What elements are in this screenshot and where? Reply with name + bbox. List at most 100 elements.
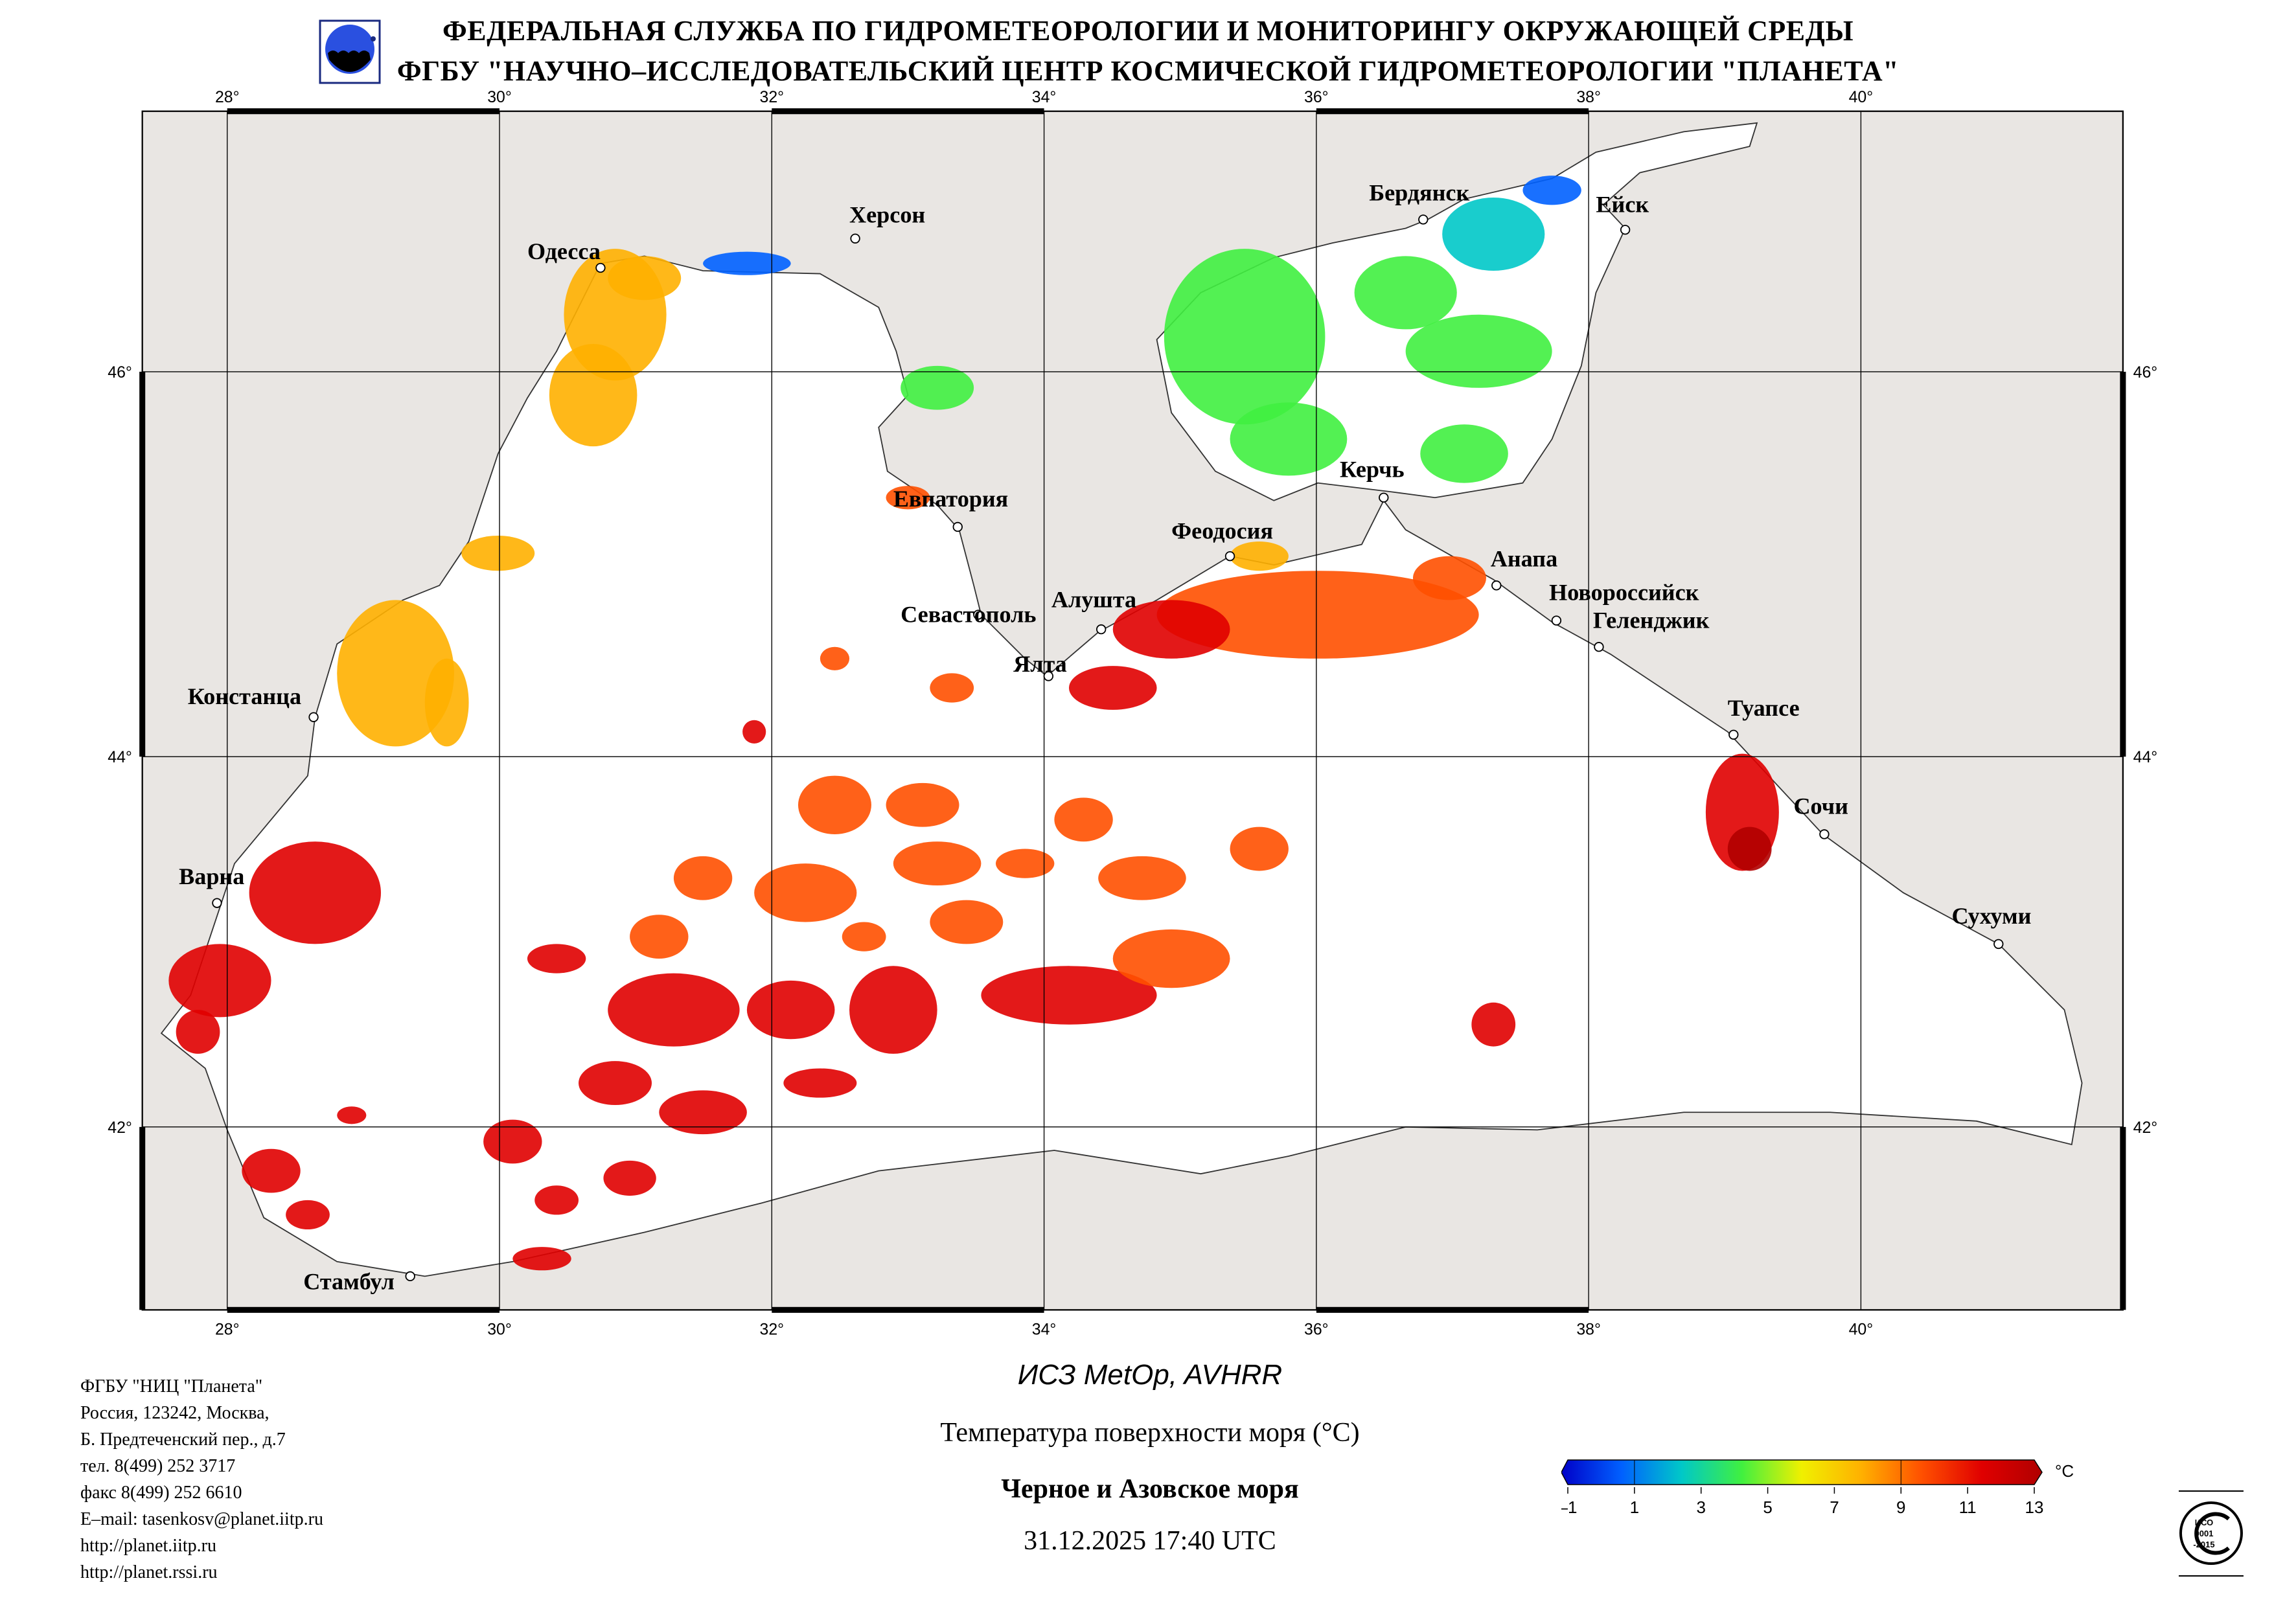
sst-patch	[901, 365, 974, 410]
address-line: Б. Предтеченский пер., д.7	[80, 1430, 286, 1450]
sst-patch	[1727, 826, 1772, 871]
sst-patch	[746, 980, 835, 1040]
colorbar-tick-label: 7	[1830, 1498, 1839, 1517]
address-line: ФГБУ "НИЦ "Планета"	[80, 1376, 263, 1396]
city-marker	[1620, 225, 1631, 235]
sst-patch	[512, 1247, 571, 1271]
latitude-label: 44°	[2133, 749, 2158, 766]
sst-patch	[996, 849, 1055, 878]
longitude-label: 34°	[1032, 1321, 1057, 1339]
sst-patch	[1230, 541, 1289, 571]
city-label: Стамбул	[303, 1269, 395, 1295]
header-line-2: ФГБУ "НАУЧНО–ИССЛЕДОВАТЕЛЬСКИЙ ЦЕНТР КОС…	[396, 55, 1900, 87]
city-label: Ейск	[1596, 192, 1649, 218]
datetime: 31.12.2025 17:40 UTC	[1024, 1526, 1276, 1556]
sst-patch	[1230, 402, 1348, 476]
phone: тел. 8(499) 252 3717	[80, 1456, 236, 1476]
sst-patch	[337, 1106, 367, 1124]
colorbar-tick-label: 11	[1959, 1498, 1977, 1517]
sst-patch	[930, 900, 1004, 944]
sst-patch	[820, 646, 850, 670]
city-marker	[952, 521, 963, 532]
longitude-label: 30°	[487, 1321, 512, 1339]
city-label: Новороссийск	[1549, 579, 1699, 605]
email-link[interactable]: E–mail: tasenkosv@planet.iitp.ru	[80, 1509, 323, 1529]
city-marker	[1491, 580, 1502, 591]
address-block: ФГБУ "НИЦ "Планета" Россия, 123242, Моск…	[80, 1373, 323, 1586]
city-label: Туапсе	[1728, 695, 1800, 721]
colorbar-tick-label: 9	[1896, 1498, 1905, 1517]
sst-patch	[886, 782, 959, 827]
iso-text: ИСО	[2195, 1518, 2214, 1527]
frame-bar	[772, 108, 1044, 115]
sst-patch	[798, 775, 871, 834]
city-label: Севастополь	[901, 601, 1036, 627]
sst-patch	[1164, 249, 1326, 425]
sst-patch	[579, 1061, 652, 1105]
sst-patch	[286, 1200, 330, 1230]
product-title: Температура поверхности моря (°C)	[940, 1418, 1360, 1448]
sst-patch	[886, 486, 930, 510]
sst-patch	[527, 944, 586, 974]
region-title: Черное и Азовское моря	[1001, 1474, 1299, 1504]
city-label: Керчь	[1340, 457, 1405, 483]
city-marker	[1551, 615, 1562, 626]
city-label: Геленджик	[1593, 607, 1710, 633]
sst-patch	[930, 673, 974, 703]
city-marker	[1418, 214, 1429, 225]
city-label: Ялта	[1013, 651, 1067, 677]
city-marker	[1728, 729, 1739, 740]
sst-patch	[1068, 666, 1157, 710]
frame-bar	[1316, 108, 1589, 115]
city-label: Сухуми	[1952, 903, 2032, 929]
sst-patch	[1112, 929, 1230, 988]
frame-bar	[227, 1306, 500, 1313]
sst-patch	[754, 863, 857, 922]
sst-patch	[849, 966, 937, 1054]
satellite-label: ИСЗ MetOp, AVHRR	[1017, 1359, 1283, 1391]
city-marker	[308, 712, 319, 722]
sst-patch	[1412, 556, 1486, 600]
sst-patch	[1442, 198, 1545, 271]
colorbar-tick-label: 3	[1696, 1498, 1705, 1517]
sst-patch	[742, 720, 766, 744]
longitude-label: 36°	[1304, 1321, 1329, 1339]
city-marker	[405, 1271, 415, 1282]
longitude-label: 34°	[1032, 89, 1057, 106]
fax: факс 8(499) 252 6610	[80, 1483, 242, 1503]
sst-patch	[1098, 856, 1186, 900]
frame-bar	[1316, 1306, 1589, 1313]
website-link[interactable]: http://planet.rssi.ru	[80, 1562, 218, 1582]
sst-patch	[630, 915, 689, 959]
sst-patch	[249, 841, 381, 944]
city-label: Констанца	[188, 683, 301, 709]
city-label: Алушта	[1051, 587, 1136, 613]
city-label: Евпатория	[893, 486, 1008, 512]
sst-patch	[1156, 571, 1479, 659]
sst-patch	[549, 343, 637, 447]
colorbar-unit: °C	[2055, 1461, 2074, 1481]
city-label: Феодосия	[1171, 518, 1273, 544]
website-link[interactable]: http://planet.iitp.ru	[80, 1536, 216, 1556]
longitude-label: 38°	[1576, 89, 1601, 106]
frame-bar	[139, 1126, 146, 1310]
colorbar-tick-label: 1	[1630, 1498, 1639, 1517]
city-marker	[595, 262, 606, 273]
sst-patch	[483, 1119, 542, 1164]
iso-text: 9001	[2195, 1529, 2214, 1538]
city-label: Херсон	[849, 201, 925, 227]
sst-patch	[893, 841, 982, 886]
address-line: Россия, 123242, Москва,	[80, 1403, 270, 1423]
city-marker	[850, 233, 860, 244]
colorbar-tick-label: 5	[1763, 1498, 1772, 1517]
city-marker	[1993, 939, 2004, 950]
frame-bar	[772, 1306, 1044, 1313]
city-label: Варна	[179, 863, 244, 889]
city-label: Одесса	[527, 238, 601, 264]
frame-bar	[139, 371, 146, 757]
city-marker	[1819, 829, 1830, 839]
sst-patch	[1054, 797, 1113, 842]
iso-text: -2015	[2193, 1540, 2214, 1549]
